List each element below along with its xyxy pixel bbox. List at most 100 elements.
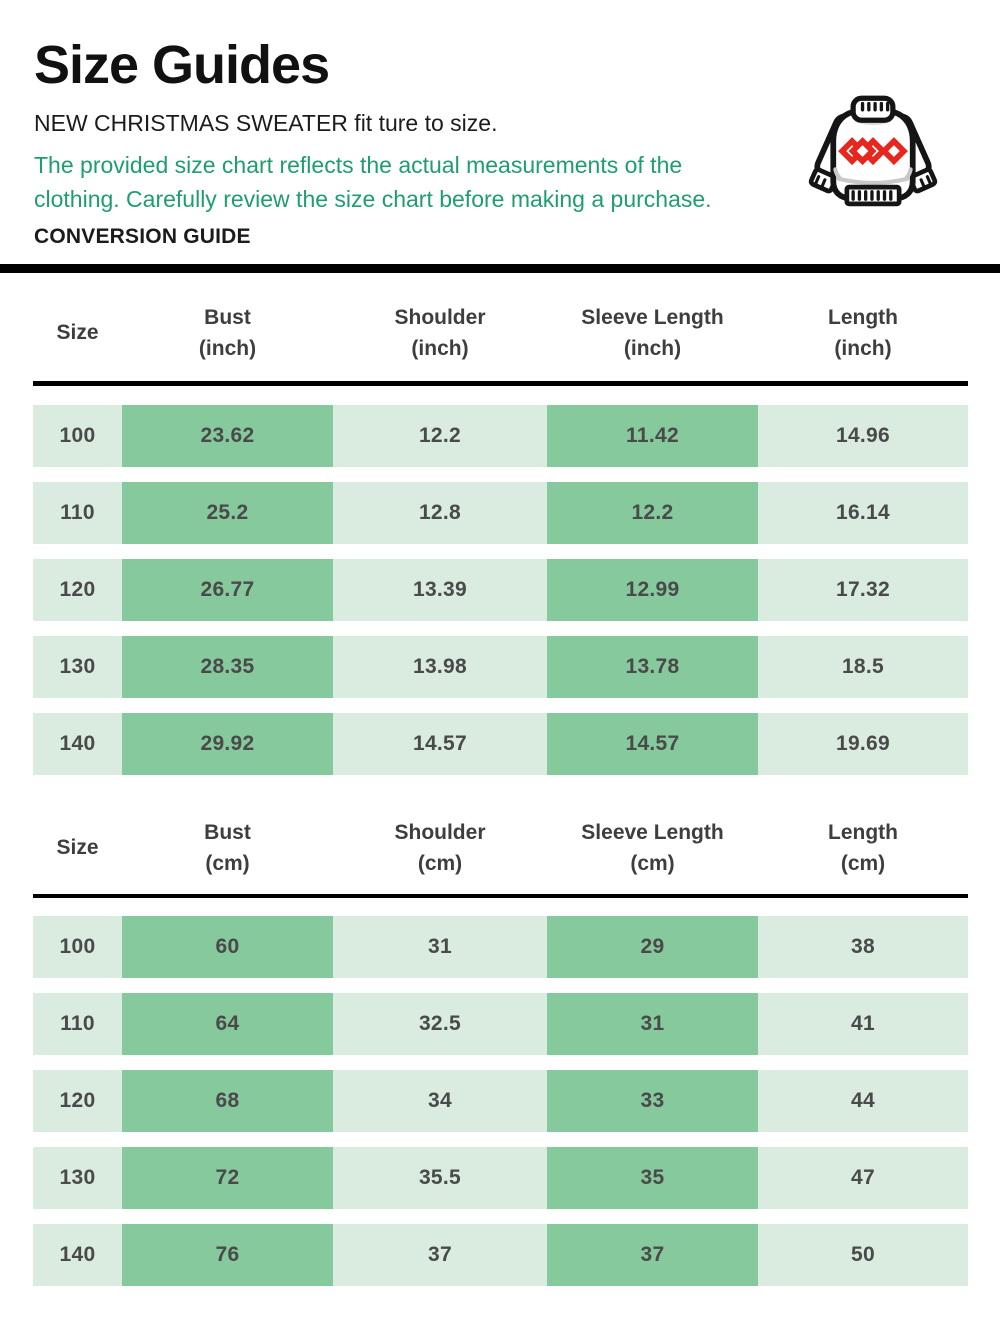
length-cell: 50 — [758, 1223, 968, 1286]
size-cell: 110 — [33, 481, 122, 544]
shoulder-cell: 13.39 — [333, 558, 547, 621]
column-label: Bust — [204, 305, 251, 329]
size-cell: 100 — [33, 404, 122, 467]
shoulder-cell: 32.5 — [333, 992, 547, 1055]
bust-cell: 29.92 — [122, 712, 333, 775]
bust-cell: 60 — [122, 915, 333, 978]
column-unit: (cm) — [630, 851, 675, 875]
column-label: Size — [56, 321, 99, 345]
sleeve-length-cell: 13.78 — [547, 635, 758, 698]
shoulder-cell: 37 — [333, 1223, 547, 1286]
table-row: 110 25.2 12.8 12.2 16.14 — [33, 481, 1000, 544]
bust-cell: 28.35 — [122, 635, 333, 698]
table-row: 100 23.62 12.2 11.42 14.96 — [33, 404, 1000, 467]
length-cell: 17.32 — [758, 558, 968, 621]
column-unit: (inch) — [198, 336, 257, 360]
length-cell: 38 — [758, 915, 968, 978]
bust-cell: 64 — [122, 992, 333, 1055]
table-header-inch: Size Bust (inch) Shoulder (inch) Sleeve … — [33, 273, 1000, 381]
size-tables-section: Size Bust (inch) Shoulder (inch) Sleeve … — [0, 273, 1000, 1286]
sleeve-length-cell: 33 — [547, 1069, 758, 1132]
column-label: Length — [828, 305, 898, 329]
size-chart-note: The provided size chart reflects the act… — [34, 151, 712, 212]
bust-cell: 68 — [122, 1069, 333, 1132]
length-cell: 44 — [758, 1069, 968, 1132]
table-row: 110 64 32.5 31 41 — [33, 992, 1000, 1055]
column-unit: (cm) — [205, 851, 250, 875]
length-cell: 14.96 — [758, 404, 968, 467]
column-header-bust: Bust (cm) — [122, 817, 333, 879]
sleeve-length-cell: 11.42 — [547, 404, 758, 467]
table-row: 140 76 37 37 50 — [33, 1223, 1000, 1286]
bust-cell: 25.2 — [122, 481, 333, 544]
table-row: 120 26.77 13.39 12.99 17.32 — [33, 558, 1000, 621]
size-cell: 140 — [33, 712, 122, 775]
length-cell: 41 — [758, 992, 968, 1055]
bust-cell: 72 — [122, 1146, 333, 1209]
table-row: 140 29.92 14.57 14.57 19.69 — [33, 712, 1000, 775]
size-cell: 120 — [33, 558, 122, 621]
sleeve-length-cell: 14.57 — [547, 712, 758, 775]
column-header-sleeve-length: Sleeve Length (cm) — [547, 817, 758, 879]
size-cell: 120 — [33, 1069, 122, 1132]
sleeve-length-cell: 35 — [547, 1146, 758, 1209]
section-divider — [0, 263, 1000, 273]
column-label: Bust — [204, 820, 251, 844]
sleeve-length-cell: 37 — [547, 1223, 758, 1286]
bust-cell: 76 — [122, 1223, 333, 1286]
size-table-inch: Size Bust (inch) Shoulder (inch) Sleeve … — [33, 273, 1000, 775]
column-header-length: Length (cm) — [758, 817, 968, 879]
length-cell: 19.69 — [758, 712, 968, 775]
length-cell: 18.5 — [758, 635, 968, 698]
bust-cell: 26.77 — [122, 558, 333, 621]
table-row: 120 68 34 33 44 — [33, 1069, 1000, 1132]
shoulder-cell: 12.8 — [333, 481, 547, 544]
table-row: 130 72 35.5 35 47 — [33, 1146, 1000, 1209]
column-label: Shoulder — [394, 305, 486, 329]
column-unit: (inch) — [411, 336, 469, 360]
header-rule — [33, 893, 968, 898]
length-cell: 16.14 — [758, 481, 968, 544]
column-unit: (inch) — [623, 336, 682, 360]
shoulder-cell: 35.5 — [333, 1146, 547, 1209]
column-label: Length — [828, 820, 898, 844]
table-row: 130 28.35 13.98 13.78 18.5 — [33, 635, 1000, 698]
size-cell: 110 — [33, 992, 122, 1055]
size-table-cm: Size Bust (cm) Shoulder (cm) Sleeve Leng… — [33, 790, 1000, 1286]
column-unit: (cm) — [417, 851, 463, 875]
header-rule — [33, 380, 968, 386]
column-label: Sleeve Length — [581, 820, 724, 844]
size-cell: 130 — [33, 635, 122, 698]
column-label: Shoulder — [394, 820, 486, 844]
column-header-bust: Bust (inch) — [122, 302, 333, 364]
shoulder-cell: 12.2 — [333, 404, 547, 467]
column-header-size: Size — [33, 317, 122, 348]
sleeve-length-cell: 12.2 — [547, 481, 758, 544]
product-fit-subtitle: NEW CHRISTMAS SWEATER fit ture to size. — [34, 110, 498, 136]
length-cell: 47 — [758, 1146, 968, 1209]
size-cell: 100 — [33, 915, 122, 978]
column-unit: (cm) — [840, 851, 886, 875]
column-header-size: Size — [33, 832, 122, 863]
conversion-guide-label: CONVERSION GUIDE — [34, 224, 251, 248]
page-title: Size Guides — [34, 35, 330, 95]
column-unit: (inch) — [834, 336, 892, 360]
sleeve-length-cell: 31 — [547, 992, 758, 1055]
shoulder-cell: 13.98 — [333, 635, 547, 698]
column-header-length: Length (inch) — [758, 302, 968, 364]
column-header-sleeve-length: Sleeve Length (inch) — [547, 302, 758, 364]
column-label: Size — [56, 836, 99, 860]
sleeve-length-cell: 12.99 — [547, 558, 758, 621]
shoulder-cell: 31 — [333, 915, 547, 978]
column-header-shoulder: Shoulder (inch) — [333, 302, 547, 364]
bust-cell: 23.62 — [122, 404, 333, 467]
sleeve-length-cell: 29 — [547, 915, 758, 978]
shoulder-cell: 14.57 — [333, 712, 547, 775]
header-section: Size Guides NEW CHRISTMAS SWEATER fit tu… — [0, 0, 1000, 249]
size-cell: 140 — [33, 1223, 122, 1286]
column-label: Sleeve Length — [581, 305, 724, 329]
size-cell: 130 — [33, 1146, 122, 1209]
table-header-cm: Size Bust (cm) Shoulder (cm) Sleeve Leng… — [33, 790, 1000, 894]
table-row: 100 60 31 29 38 — [33, 915, 1000, 978]
